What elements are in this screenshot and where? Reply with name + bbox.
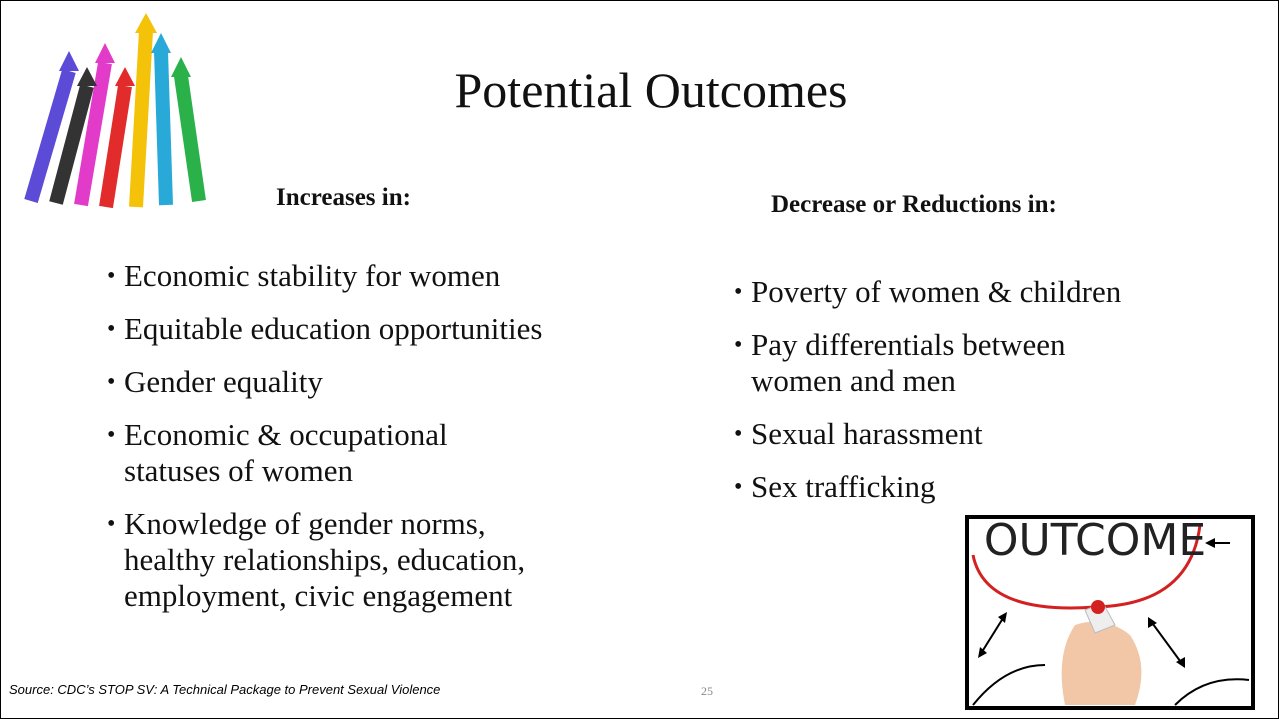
slide: Potential Outcomes Increases in: Decreas… [0,0,1279,719]
right-heading: Decrease or Reductions in: [771,191,1057,219]
bullet-line: Economic stability for women [124,258,542,294]
image-label: OUTCOME [984,515,1206,566]
bullet-line: Equitable education opportunities [124,311,542,347]
bullet-line: Sex trafficking [751,469,1121,505]
bullet-line: employment, civic engagement [124,578,542,614]
outcome-image: OUTCOME [965,515,1255,710]
source-note: Source: CDC’s STOP SV: A Technical Packa… [9,682,440,697]
bullet-item: Poverty of women & children [751,274,1121,310]
bullet-item: Sex trafficking [751,469,1121,505]
bullet-line: healthy relationships, education, [124,542,542,578]
left-heading: Increases in: [276,184,411,212]
bullet-line: Sexual harassment [751,416,1121,452]
bullet-item: Knowledge of gender norms,healthy relati… [124,506,542,614]
bullet-line: Gender equality [124,364,542,400]
bullet-line: women and men [751,363,1121,399]
arrows-icon [21,11,231,211]
slide-title: Potential Outcomes [301,61,1001,119]
bullet-item: Sexual harassment [751,416,1121,452]
bullet-item: Economic stability for women [124,258,542,294]
bullet-item: Gender equality [124,364,542,400]
page-number: 25 [701,684,713,699]
bullet-line: Economic & occupational [124,417,542,453]
left-list: Economic stability for women Equitable ed… [124,258,542,631]
right-list: Poverty of women & children Pay different… [751,274,1121,522]
bullet-line: Knowledge of gender norms, [124,506,542,542]
bullet-item: Equitable education opportunities [124,311,542,347]
bullet-line: statuses of women [124,453,542,489]
bullet-line: Pay differentials between [751,327,1121,363]
page: Potential Outcomes Increases in: Decreas… [0,0,1279,719]
bullet-line: Poverty of women & children [751,274,1121,310]
